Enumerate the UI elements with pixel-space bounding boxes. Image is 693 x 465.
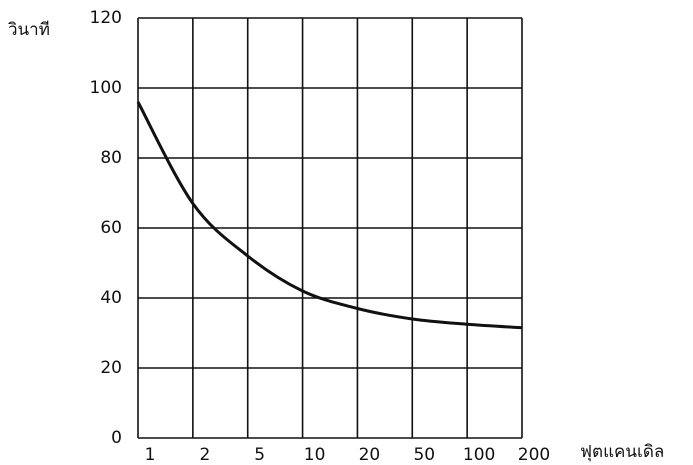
x-tick-label: 1 <box>145 445 156 465</box>
data-line <box>138 102 522 328</box>
x-axis-label: ฟุตแคนเดิล <box>580 442 664 462</box>
y-tick-label: 40 <box>100 288 122 308</box>
x-tick-label: 20 <box>359 445 381 465</box>
y-tick-label: 120 <box>90 8 122 28</box>
x-tick-label: 5 <box>254 445 265 465</box>
y-axis-label: วินาที <box>8 20 50 40</box>
chart: วินาที ฟุตแคนเดิล 0 20 40 60 80 100 120 1 2 5 10 20… <box>0 0 693 465</box>
x-tick-label: 200 <box>518 445 550 465</box>
y-tick-label: 60 <box>100 218 122 238</box>
x-tick-label: 2 <box>199 445 210 465</box>
y-tick-label: 0 <box>111 428 122 448</box>
x-tick-label: 100 <box>463 445 495 465</box>
x-tick-label: 10 <box>304 445 326 465</box>
y-tick-label: 100 <box>90 78 122 98</box>
x-tick-label: 50 <box>413 445 435 465</box>
y-tick-label: 80 <box>100 148 122 168</box>
y-tick-label: 20 <box>100 358 122 378</box>
